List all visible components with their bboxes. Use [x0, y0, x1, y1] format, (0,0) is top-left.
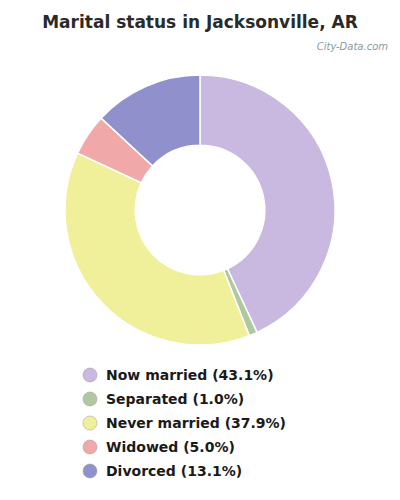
legend-swatch	[83, 440, 97, 454]
slices	[65, 75, 335, 345]
legend-swatch	[83, 464, 97, 478]
annotation: City-Data.com	[317, 41, 389, 52]
slice	[101, 75, 200, 166]
legend-swatch	[83, 368, 97, 382]
legend: Now married (43.1%) Separated (1.0%) Never…	[83, 367, 286, 479]
title: Marital status in Jacksonville, AR	[42, 12, 358, 32]
legend-swatch	[83, 416, 97, 430]
legend-label: Never married (37.9%)	[106, 415, 286, 431]
legend-label: Divorced (13.1%)	[106, 463, 242, 479]
legend-label: Widowed (5.0%)	[106, 439, 235, 455]
legend-swatch	[83, 392, 97, 406]
legend-label: Separated (1.0%)	[106, 391, 244, 407]
chart: Marital status in Jacksonville, AR City-D…	[0, 0, 400, 500]
slice	[65, 153, 249, 345]
legend-label: Now married (43.1%)	[106, 367, 274, 383]
